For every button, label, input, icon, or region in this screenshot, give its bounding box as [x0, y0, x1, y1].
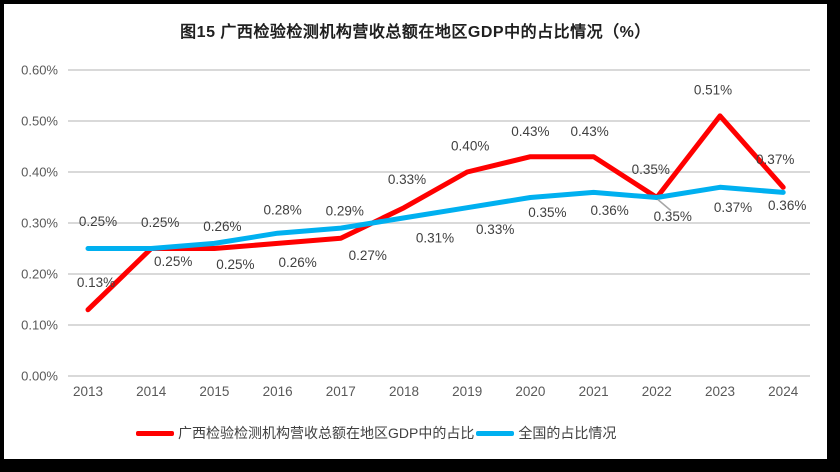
data-label: 0.43% — [570, 124, 608, 139]
line-chart-canvas: 0.00% 0.10% 0.20% 0.30% 0.40% 0.50% 0.60% 2013 2… — [21, 63, 810, 399]
x-tick-label: 2017 — [326, 384, 356, 399]
leader-line — [657, 198, 672, 212]
y-tick-label: 0.50% — [21, 114, 58, 129]
series-line-guangxi — [85, 113, 786, 313]
blue-series-swatch — [476, 430, 515, 436]
legend-label-national: 全国的占比情况 — [518, 425, 617, 441]
x-tick-label: 2023 — [705, 384, 735, 399]
legend-label-guangxi: 广西检验检测机构营收总额在地区GDP中的占比 — [178, 425, 475, 441]
y-tick-label: 0.60% — [21, 63, 58, 78]
data-label: 0.35% — [654, 209, 692, 224]
x-tick-label: 2016 — [263, 384, 293, 399]
data-label: 0.25% — [79, 214, 117, 229]
data-label: 0.35% — [528, 205, 566, 220]
x-tick-label: 2014 — [136, 384, 167, 399]
red-series-swatch — [136, 430, 174, 436]
data-label: 0.26% — [278, 255, 316, 270]
x-tick-label: 2013 — [73, 384, 103, 399]
x-tick-label: 2024 — [768, 384, 799, 399]
y-tick-label: 0.30% — [21, 216, 58, 231]
data-label: 0.27% — [349, 248, 387, 263]
x-tick-label: 2019 — [452, 384, 482, 399]
data-label: 0.28% — [263, 203, 301, 218]
data-label: 0.40% — [451, 139, 489, 154]
x-tick-label: 2021 — [579, 384, 609, 399]
series-line-national — [85, 184, 786, 251]
y-tick-label: 0.00% — [21, 369, 58, 384]
data-label: 0.25% — [141, 215, 179, 230]
legend-item-national: 全国的占比情况 — [476, 423, 616, 443]
chart-title: 图15 广西检验检测机构营收总额在地区GDP中的占比情况（%） — [180, 24, 651, 41]
data-label: 0.36% — [768, 198, 806, 213]
chart-area: 图15 广西检验检测机构营收总额在地区GDP中的占比情况（%） 0.00% 0.1… — [4, 4, 827, 459]
data-label: 0.33% — [476, 222, 514, 237]
x-tick-label: 2020 — [515, 384, 545, 399]
data-label: 0.26% — [203, 219, 241, 234]
data-label: 0.51% — [694, 82, 732, 97]
data-label: 0.37% — [756, 152, 794, 167]
data-label: 0.33% — [388, 172, 426, 187]
data-label: 0.36% — [590, 203, 628, 218]
chart-legend: 广西检验检测机构营收总额在地区GDP中的占比 全国的占比情况 — [136, 423, 616, 443]
y-tick-label: 0.20% — [21, 267, 58, 282]
data-label: 0.25% — [216, 257, 254, 272]
data-label: 0.25% — [154, 254, 192, 269]
x-tick-label: 2022 — [642, 384, 672, 399]
y-tick-label: 0.40% — [21, 165, 58, 180]
data-label: 0.35% — [632, 162, 670, 177]
data-label: 0.29% — [326, 204, 364, 219]
legend-item-guangxi: 广西检验检测机构营收总额在地区GDP中的占比 — [136, 423, 474, 443]
x-tick-label: 2015 — [199, 384, 229, 399]
data-label: 0.31% — [416, 230, 454, 245]
data-label: 0.37% — [714, 200, 752, 215]
y-tick-label: 0.10% — [21, 318, 58, 333]
data-label: 0.43% — [511, 124, 549, 139]
data-label: 0.13% — [77, 275, 115, 290]
x-tick-label: 2018 — [389, 384, 419, 399]
